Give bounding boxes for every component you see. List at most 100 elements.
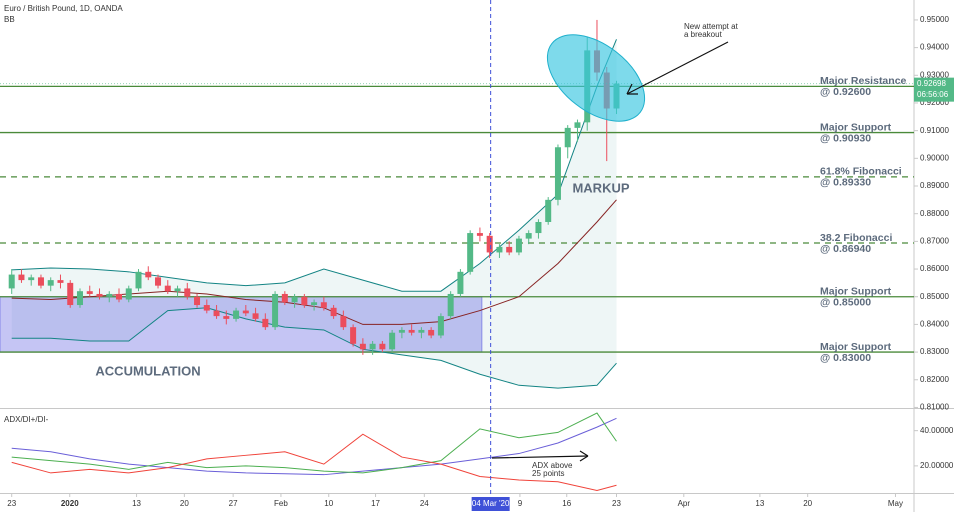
- highlight-ellipse: [546, 34, 646, 122]
- indicator-line: [11, 412, 617, 474]
- candle-body: [155, 277, 162, 286]
- y-tick-label: 0.88000: [920, 209, 949, 218]
- x-tick-label: 23: [7, 499, 16, 508]
- y-tick-label: 0.89000: [920, 181, 949, 190]
- candle-body: [447, 293, 454, 317]
- candle-body: [359, 343, 366, 350]
- y-tick-label: 0.82000: [920, 375, 949, 384]
- y-tick-label: 0.90000: [920, 153, 949, 162]
- y-tick-label: 20.00000: [920, 461, 954, 470]
- level-label: @ 0.90930: [820, 132, 871, 144]
- x-tick-label: 20: [180, 499, 189, 508]
- x-tick-label: 24: [420, 499, 429, 508]
- candle-body: [506, 246, 513, 253]
- candle-body: [428, 329, 435, 336]
- x-tick-label: Feb: [274, 499, 288, 508]
- candle-body: [418, 329, 425, 333]
- candle-body: [67, 282, 74, 306]
- candle-body: [272, 293, 279, 328]
- level-name: 61.8% Fibonacci: [820, 166, 902, 178]
- level-name: Major Support: [820, 121, 892, 133]
- candle-body: [106, 293, 113, 297]
- level-name: 38.2 Fibonacci: [820, 232, 892, 244]
- candle-body: [437, 316, 444, 336]
- candle-body: [174, 288, 181, 292]
- candle-body: [281, 293, 288, 303]
- candle-body: [408, 329, 415, 333]
- y-tick-label: 0.83000: [920, 347, 949, 356]
- x-tick-label: 13: [755, 499, 764, 508]
- arrow-line: [626, 41, 729, 95]
- arrow-head: [626, 83, 638, 95]
- candle-body: [369, 343, 376, 350]
- candle-body: [164, 285, 171, 292]
- candle-body: [86, 291, 93, 294]
- candle-body: [125, 288, 132, 300]
- level-label: @ 0.89330: [820, 177, 871, 189]
- x-tick-label: 9: [518, 499, 523, 508]
- y-tick-label: 0.84000: [920, 320, 949, 329]
- candle-body: [496, 246, 503, 253]
- candle-body: [262, 318, 269, 328]
- candle-body: [242, 310, 249, 314]
- phase-label: ACCUMULATION: [95, 363, 200, 378]
- candle-body: [194, 296, 201, 306]
- y-tick-label: 0.92000: [920, 98, 949, 107]
- candle-body: [320, 302, 327, 308]
- indicator-line: [11, 417, 617, 476]
- candle-body: [223, 316, 230, 319]
- candle-body: [96, 293, 103, 297]
- x-tick-label: May: [888, 499, 903, 508]
- phase-label: MARKUP: [572, 180, 629, 195]
- level-label: @ 0.83000: [820, 352, 871, 364]
- candle-body: [515, 238, 522, 253]
- candle-body: [301, 296, 308, 306]
- chart-title: Euro / British Pound, 1D, OANDA: [4, 4, 123, 13]
- note: a breakout: [684, 30, 723, 39]
- level-name: Major Support: [820, 286, 892, 298]
- candle-body: [37, 277, 44, 286]
- candle-body: [291, 296, 298, 303]
- level-label: @ 0.85000: [820, 297, 871, 309]
- candle-body: [467, 233, 474, 272]
- candle-body: [486, 235, 493, 253]
- candle-body: [554, 147, 561, 200]
- candle-body: [145, 271, 152, 278]
- candle-body: [457, 271, 464, 294]
- x-tick-label: 2020: [61, 499, 79, 508]
- candle-body: [379, 343, 386, 350]
- x-tick-label: 27: [229, 499, 238, 508]
- crosshair-box: [471, 497, 510, 511]
- last-price-box: [914, 77, 954, 102]
- candle-body: [47, 280, 54, 286]
- note: ADX above: [532, 461, 573, 470]
- candle-body: [203, 305, 210, 311]
- x-tick-label: 13: [132, 499, 141, 508]
- candle-body: [311, 302, 318, 306]
- x-tick-label: 17: [371, 499, 380, 508]
- level-name: Major Support: [820, 341, 892, 353]
- candle-body: [574, 122, 581, 128]
- candle-body: [57, 280, 64, 283]
- arrow-head: [579, 450, 589, 462]
- candle-body: [350, 327, 357, 344]
- y-tick-label: 0.94000: [920, 43, 949, 52]
- indicator-label: ADX/DI+/DI-: [4, 415, 49, 424]
- candle-body: [398, 329, 405, 333]
- candle-body: [233, 310, 240, 319]
- candle-body: [564, 127, 571, 148]
- candle-body: [76, 291, 83, 306]
- y-tick-label: 40.00000: [920, 426, 954, 435]
- x-tick-label: 23: [612, 499, 621, 508]
- x-tick-label: 20: [803, 499, 812, 508]
- candle-body: [8, 274, 15, 289]
- candle-body: [389, 332, 396, 350]
- candle-body: [28, 277, 35, 281]
- level-label: @ 0.92600: [820, 86, 871, 98]
- indicator-line: [11, 433, 617, 492]
- candle-body: [252, 313, 259, 319]
- candle-body: [184, 288, 191, 297]
- candle-body: [213, 310, 220, 317]
